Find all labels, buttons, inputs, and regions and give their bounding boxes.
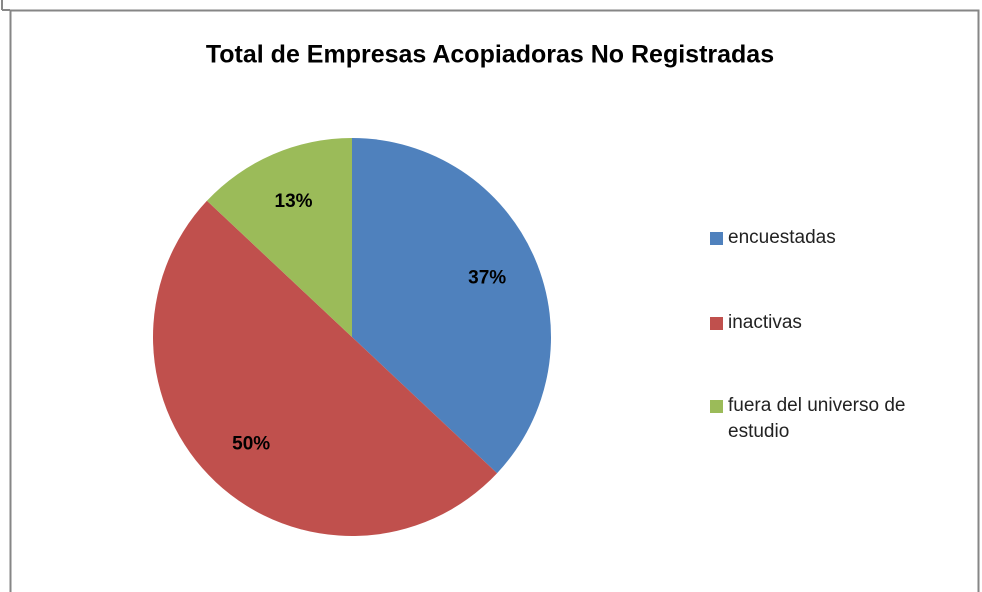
legend-entry: inactivas <box>710 310 968 336</box>
pie: 37% 50% 13% <box>152 138 551 536</box>
chart-title: Total de Empresas Acopiadoras No Registr… <box>206 41 774 69</box>
legend-swatch <box>710 232 723 245</box>
legend-swatch <box>710 317 723 330</box>
legend-label: inactivas <box>728 312 802 333</box>
legend-label: fuera del universo de estudio <box>728 395 906 442</box>
data-label: 50% <box>232 433 270 454</box>
legend-entry: encuestadas <box>710 225 968 251</box>
pie-slice <box>352 138 551 474</box>
legend-swatch <box>710 400 723 413</box>
legend-label: encuestadas <box>728 227 836 248</box>
data-label: 13% <box>275 191 313 212</box>
legend-entry: fuera del universo de estudio <box>710 393 968 445</box>
data-label: 37% <box>468 268 506 289</box>
pie-slice <box>206 138 352 337</box>
pie-slice <box>152 200 498 536</box>
